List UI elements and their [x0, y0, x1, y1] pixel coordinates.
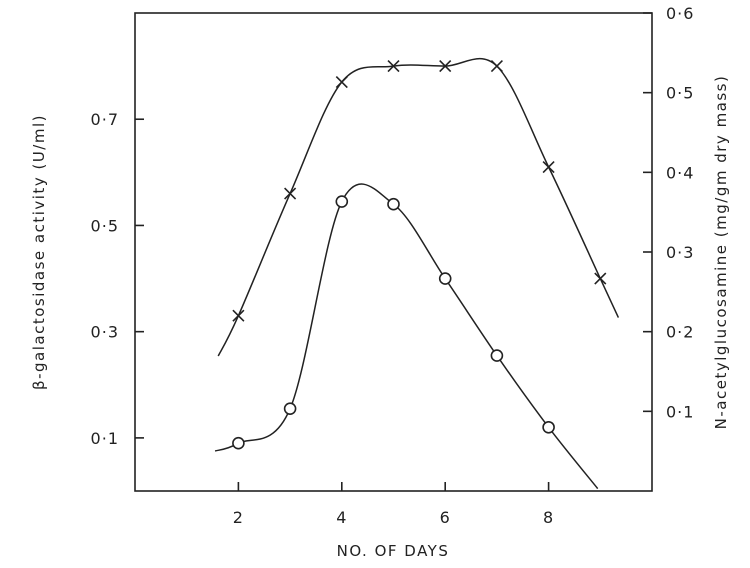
y-left-tick-label: 0·1	[91, 429, 119, 448]
data-point-circle	[335, 195, 349, 208]
y-right-axis-label: N-acetylglucosamine (mg/gm dry mass)	[712, 75, 730, 430]
data-point-cross	[335, 75, 348, 89]
data-point-circle	[438, 272, 452, 285]
data-point-circle	[232, 436, 245, 450]
x-tick-label: 2	[233, 508, 244, 527]
y-right-axis-ticks: 0·1 0·2 0·3 0·4 0·5 0·6	[643, 4, 694, 421]
data-point-cross	[594, 272, 607, 285]
y-right-tick-label: 0·5	[666, 84, 694, 103]
y-left-axis-ticks: 0·1 0·3 0·5 0·7	[91, 110, 144, 448]
data-point-cross	[439, 60, 452, 73]
series-line-x	[217, 57, 620, 357]
data-point-circle	[542, 420, 555, 434]
data-point-circle	[490, 349, 504, 362]
series-line-o	[214, 183, 599, 490]
y-left-tick-label: 0·3	[91, 323, 119, 342]
y-left-tick-label: 0·7	[91, 110, 119, 129]
y-right-tick-label: 0·6	[666, 4, 694, 23]
data-point-circle	[283, 402, 297, 415]
x-tick-label: 8	[543, 508, 554, 527]
x-axis-label: NO. OF DAYS	[337, 542, 450, 560]
plot-frame	[134, 12, 653, 492]
y-left-tick-label: 0·5	[91, 216, 119, 235]
y-right-tick-label: 0·1	[666, 402, 694, 421]
y-right-tick-label: 0·3	[666, 243, 694, 262]
x-tick-label: 6	[440, 508, 451, 527]
data-point-cross	[490, 60, 503, 73]
y-right-tick-label: 0·2	[666, 323, 694, 342]
y-right-tick-label: 0·4	[666, 163, 694, 182]
data-point-cross	[284, 187, 297, 200]
data-point-cross	[232, 309, 245, 322]
y-left-axis-label: β-galactosidase activity (U/ml)	[30, 114, 48, 390]
data-point-cross	[542, 160, 555, 174]
series-layer	[214, 57, 620, 490]
x-axis-ticks: 2 4 6 8	[233, 482, 554, 527]
data-point-cross	[387, 60, 400, 73]
data-point-circle	[387, 197, 400, 211]
x-tick-label: 4	[336, 508, 347, 527]
